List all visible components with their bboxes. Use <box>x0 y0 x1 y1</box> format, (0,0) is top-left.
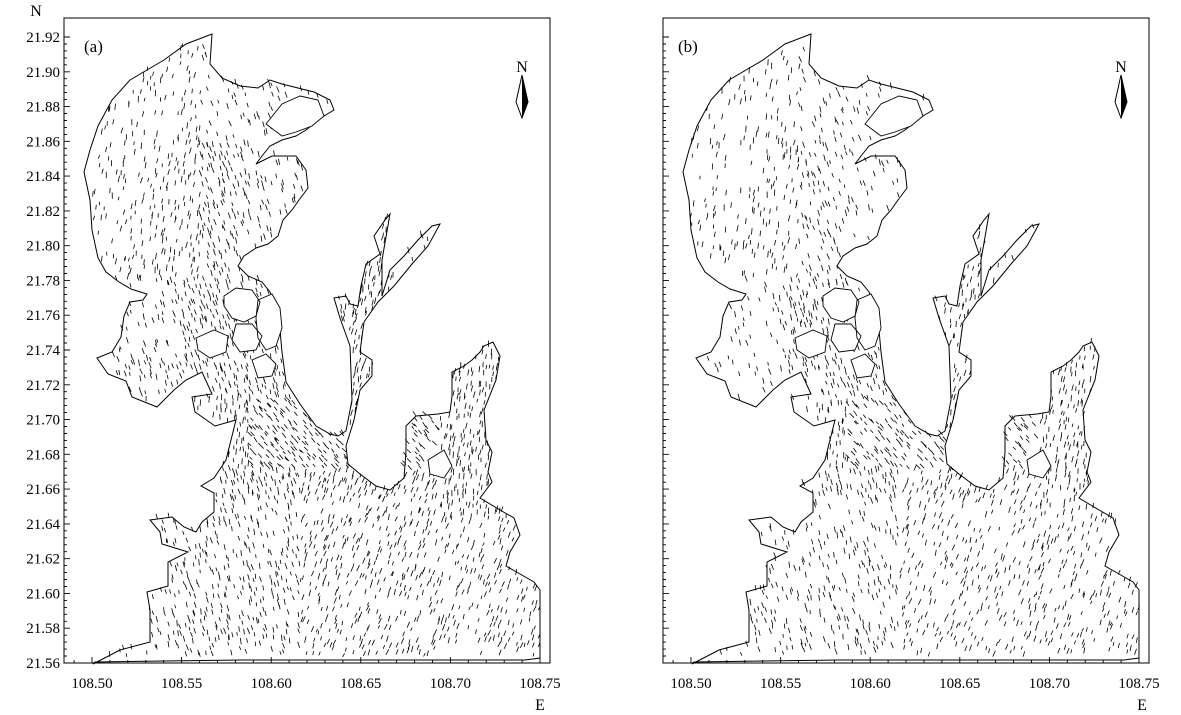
axis-ticks <box>64 36 541 664</box>
x-axis-letter: E <box>535 697 545 714</box>
lon-tick-label: 108.60 <box>251 676 292 692</box>
lat-tick-label: 21.66 <box>26 482 60 498</box>
lat-tick-label: 21.56 <box>26 656 60 672</box>
panel-b: 108.50 108.55 108.60 108.65 108.70 108.75 (b)… <box>662 17 1160 714</box>
islands <box>195 95 453 479</box>
latitude-tick-labels: 21.92 21.90 21.88 21.86 21.84 21.82 21.80 21.78… <box>26 30 60 672</box>
lon-tick-label: 108.60 <box>850 676 891 692</box>
north-arrow-fill-icon <box>1121 75 1127 118</box>
north-arrow-fill-icon <box>522 75 528 118</box>
lat-tick-label: 21.62 <box>26 552 60 568</box>
vector-field <box>689 46 1140 657</box>
tick-marks <box>663 36 1140 664</box>
lon-tick-label: 108.55 <box>760 676 801 692</box>
panel-label: (b) <box>678 37 698 56</box>
lon-tick-label: 108.70 <box>430 676 471 692</box>
lon-tick-label: 108.75 <box>519 676 560 692</box>
longitude-tick-labels: 108.50 108.55 108.60 108.65 108.70 108.75 <box>71 676 560 692</box>
lon-tick-label: 108.55 <box>161 676 202 692</box>
x-axis-letter: E <box>1137 697 1147 714</box>
lat-tick-label: 21.88 <box>26 100 60 116</box>
islands <box>794 95 1052 479</box>
vector-field <box>92 43 541 658</box>
lat-tick-label: 21.92 <box>26 30 60 46</box>
lat-tick-label: 21.80 <box>26 239 60 255</box>
lat-tick-label: 21.84 <box>26 169 60 185</box>
lon-tick-label: 108.65 <box>939 676 980 692</box>
lon-tick-label: 108.75 <box>1118 676 1159 692</box>
north-arrow-label: N <box>516 59 528 76</box>
lat-tick-label: 21.70 <box>26 413 60 429</box>
north-arrow: N <box>1114 59 1128 120</box>
lat-tick-label: 21.82 <box>26 204 60 220</box>
lat-tick-label: 21.74 <box>26 343 60 359</box>
north-arrow: N <box>515 59 529 120</box>
panel-a: 21.92 21.90 21.88 21.86 21.84 21.82 21.80 21.78… <box>26 3 560 714</box>
tick-marks <box>64 36 541 664</box>
lat-tick-label: 21.86 <box>26 134 60 150</box>
lat-tick-label: 21.68 <box>26 447 60 463</box>
lat-tick-label: 21.60 <box>26 586 60 602</box>
lon-tick-label: 108.70 <box>1029 676 1070 692</box>
lat-tick-label: 21.58 <box>26 621 60 637</box>
lat-tick-label: 21.64 <box>26 517 60 533</box>
coastline <box>83 33 541 665</box>
axis-ticks <box>663 36 1140 664</box>
lat-tick-label: 21.76 <box>26 308 60 324</box>
lat-tick-label: 21.72 <box>26 378 60 394</box>
lat-tick-label: 21.90 <box>26 65 60 81</box>
longitude-tick-labels: 108.50 108.55 108.60 108.65 108.70 108.75 <box>670 676 1159 692</box>
lon-tick-label: 108.65 <box>340 676 381 692</box>
panel-label: (a) <box>84 37 103 56</box>
lon-tick-label: 108.50 <box>71 676 112 692</box>
north-arrow-label: N <box>1115 59 1127 76</box>
y-axis-letter: N <box>30 3 42 20</box>
lat-tick-label: 21.78 <box>26 273 60 289</box>
current-vectors <box>92 43 541 658</box>
current-vectors <box>689 46 1140 657</box>
coastline <box>682 33 1140 665</box>
lon-tick-label: 108.50 <box>670 676 711 692</box>
